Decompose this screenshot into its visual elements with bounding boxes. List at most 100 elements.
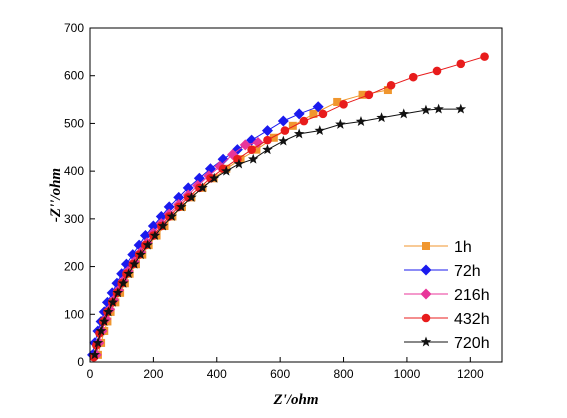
- legend-marker: [421, 313, 431, 323]
- x-tick-label: 400: [207, 367, 227, 381]
- y-tick-label: 500: [64, 116, 84, 130]
- data-point-720h: [142, 239, 153, 250]
- x-tick-label: 600: [270, 367, 290, 381]
- data-point-720h: [197, 182, 208, 193]
- legend-entry-720h: 720h: [404, 335, 490, 352]
- plot-area-frame: [89, 27, 503, 363]
- data-point-720h: [355, 116, 367, 126]
- data-point-432h: [386, 80, 396, 90]
- legend-label: 72h: [454, 263, 481, 280]
- x-tick-label: 1000: [394, 367, 421, 381]
- data-point-1h: [383, 86, 392, 95]
- y-tick-label: 600: [64, 69, 84, 83]
- legend-label: 432h: [454, 311, 490, 328]
- data-point-432h: [408, 72, 418, 82]
- legend-marker: [420, 288, 432, 300]
- data-point-720h: [107, 296, 119, 307]
- data-point-720h: [221, 165, 232, 176]
- data-point-1h: [333, 97, 342, 106]
- legend: 1h 72h 216h 432h 720h: [404, 239, 490, 352]
- data-point-432h: [263, 135, 272, 145]
- data-point-1h: [358, 90, 367, 99]
- data-point-432h: [247, 145, 256, 154]
- legend-marker: [422, 242, 430, 250]
- data-point-72h: [139, 230, 151, 242]
- x-tick-label: 0: [87, 367, 94, 381]
- y-tick-label: 0: [77, 355, 84, 369]
- data-point-720h: [123, 268, 134, 279]
- legend-label: 720h: [454, 335, 490, 352]
- data-point-216h: [252, 137, 264, 149]
- data-point-720h: [89, 349, 100, 360]
- data-point-720h: [433, 103, 444, 114]
- x-axis-title: Z'/ohm: [272, 392, 318, 408]
- data-point-72h: [182, 182, 194, 194]
- y-tick-label: 300: [64, 212, 84, 226]
- data-point-720h: [398, 108, 409, 119]
- data-point-432h: [280, 126, 290, 135]
- data-point-72h: [120, 258, 132, 270]
- series-720h: [89, 103, 467, 360]
- y-tick-label: 400: [64, 164, 84, 178]
- data-point-1h: [269, 133, 278, 142]
- x-tick-label: 1200: [457, 367, 484, 381]
- data-point-720h: [112, 287, 124, 298]
- data-point-72h: [173, 191, 185, 203]
- legend-marker: [420, 264, 432, 276]
- data-point-720h: [247, 153, 259, 164]
- data-point-720h: [293, 128, 305, 139]
- data-point-720h: [166, 210, 177, 221]
- data-point-432h: [318, 109, 328, 119]
- legend-entry-72h: 72h: [404, 263, 481, 280]
- data-point-720h: [420, 104, 432, 115]
- legend-label: 216h: [454, 287, 490, 304]
- data-point-72h: [293, 108, 305, 120]
- series-216h: [90, 137, 264, 361]
- data-point-720h: [233, 158, 245, 169]
- y-tick-label: 100: [64, 307, 84, 321]
- data-point-72h: [277, 115, 289, 127]
- data-point-720h: [99, 315, 110, 326]
- data-point-720h: [95, 325, 107, 336]
- data-point-720h: [278, 135, 289, 146]
- data-point-720h: [209, 172, 220, 183]
- series-line-432h: [93, 56, 485, 358]
- data-point-72h: [133, 239, 145, 251]
- data-point-72h: [127, 249, 139, 261]
- legend-entry-1h: 1h: [404, 239, 472, 256]
- y-tick-label: 700: [64, 21, 84, 35]
- y-axis-title: -Z''/ohm: [48, 168, 64, 222]
- data-point-432h: [456, 59, 466, 69]
- data-point-72h: [193, 172, 205, 184]
- legend-label: 1h: [454, 239, 472, 256]
- series-line-1h: [97, 89, 388, 355]
- data-point-720h: [186, 191, 197, 202]
- data-point-432h: [432, 66, 442, 76]
- data-point-720h: [455, 103, 467, 114]
- data-point-72h: [155, 210, 167, 222]
- x-tick-label: 200: [143, 367, 163, 381]
- data-point-720h: [157, 220, 169, 231]
- data-point-720h: [103, 306, 114, 317]
- data-point-720h: [135, 249, 146, 260]
- series-line-216h: [95, 142, 259, 355]
- data-point-72h: [163, 201, 175, 213]
- legend-entry-216h: 216h: [404, 287, 490, 304]
- data-point-72h: [261, 125, 273, 137]
- data-point-720h: [335, 118, 346, 129]
- legend-entry-432h: 432h: [404, 311, 490, 328]
- series-1h: [93, 86, 392, 359]
- series-72h: [87, 101, 324, 361]
- data-point-72h: [312, 101, 324, 113]
- data-point-720h: [149, 230, 161, 241]
- legend-marker: [420, 336, 432, 347]
- data-point-720h: [314, 125, 325, 136]
- data-point-1h: [309, 109, 318, 118]
- data-point-720h: [129, 258, 140, 269]
- data-point-432h: [299, 116, 309, 126]
- data-point-432h: [480, 52, 489, 61]
- data-point-720h: [118, 277, 129, 288]
- y-tick-label: 200: [64, 260, 84, 274]
- ticks-layer: 0 200 400 600 800 1000 1200 0 100 200 300 400 500 600…: [64, 21, 484, 381]
